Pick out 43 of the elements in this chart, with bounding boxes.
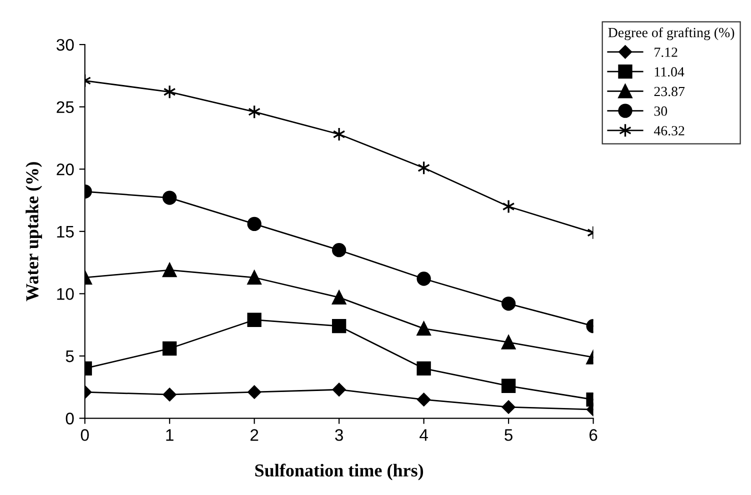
y-tick-label: 10 [57,288,74,300]
x-tick-label: 1 [166,429,174,441]
point [332,127,346,142]
point [416,361,431,376]
y-axis-title: Water uptake (%) [26,162,42,302]
x-tick-label: 4 [420,429,428,441]
legend-label: 23.87 [654,86,685,96]
point [247,216,262,232]
legend-label: 7.12 [654,48,678,57]
point [247,270,262,285]
point [332,319,346,334]
x-tick-label: 6 [590,429,598,441]
x-tick-label: 0 [80,429,89,441]
point [248,385,262,399]
point [247,312,262,327]
legend-label: 11.04 [654,67,684,77]
x-tick-label: 5 [504,429,512,441]
y-tick-label: 20 [56,164,74,176]
point [332,243,346,258]
legend-label: 46.32 [654,126,684,136]
y-tick-label: 30 [56,38,74,51]
point [417,392,431,406]
y-tick-label: 5 [66,350,74,362]
point [162,190,177,205]
x-tick-label: 3 [335,429,343,441]
point [502,199,515,214]
y-tick-label: 25 [56,101,74,114]
point [416,321,431,336]
legend-title: Degree of grafting (%) [608,27,734,40]
y-tick-label: 15 [57,226,74,238]
x-axis-title: Sulfonation time (hrs) [255,464,424,480]
point [502,400,516,414]
point [501,296,516,311]
point [501,335,516,350]
x-tick-label: 2 [250,429,258,441]
point [162,341,177,356]
point [332,290,346,305]
point [332,382,346,396]
point [162,262,177,278]
point [416,272,431,286]
y-tick-label: 0 [66,412,74,424]
legend-label: 30 [654,106,668,116]
point [501,378,516,393]
